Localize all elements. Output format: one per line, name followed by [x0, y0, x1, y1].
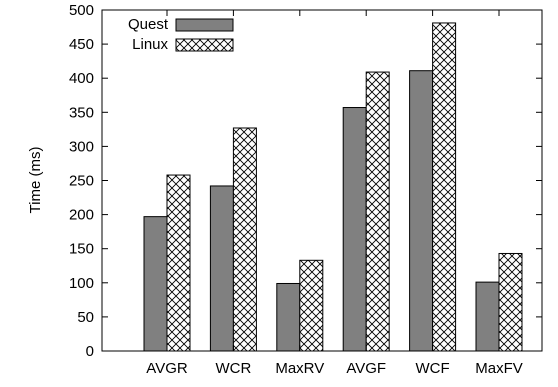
bar-linux-avgf — [365, 71, 390, 352]
legend-swatch-linux — [175, 38, 234, 52]
bar-linux-wcf — [432, 22, 457, 352]
legend-label-linux: Linux — [132, 36, 168, 53]
y-tick-label: 200 — [69, 207, 94, 224]
x-tick-label: AVGR — [146, 360, 188, 377]
y-tick-label: 150 — [69, 241, 94, 258]
x-tick-label: MaxFV — [475, 360, 523, 377]
bar-linux-wcr — [232, 127, 257, 352]
x-tick-label: WCR — [215, 360, 251, 377]
x-tick-label: AVGF — [346, 360, 386, 377]
y-tick-label: 0 — [86, 343, 94, 360]
bar-linux-maxrv — [299, 259, 324, 352]
y-axis-title: Time (ms) — [27, 147, 44, 214]
bar-quest-wcf — [409, 70, 434, 352]
y-tick-label: 100 — [69, 275, 94, 292]
x-axis-labels: AVGR WCR MaxRV AVGF WCF MaxFV — [146, 10, 523, 377]
y-tick-label: 300 — [69, 138, 94, 155]
x-tick-label: WCF — [416, 360, 450, 377]
bar-linux-avgr — [166, 174, 191, 352]
bar-quest-wcr — [209, 185, 234, 352]
bars-group — [143, 22, 523, 352]
y-tick-label: 350 — [69, 104, 94, 121]
y-tick-label: 400 — [69, 70, 94, 87]
bar-quest-maxrv — [276, 282, 301, 352]
legend-swatch-quest — [175, 18, 234, 32]
legend: Quest Linux — [128, 16, 234, 53]
y-tick-label: 250 — [69, 173, 94, 190]
bar-linux-maxfv — [498, 252, 523, 352]
legend-label-quest: Quest — [128, 16, 169, 33]
plot-frame — [101, 9, 543, 352]
bar-quest-avgf — [342, 107, 367, 352]
y-tick-label: 450 — [69, 36, 94, 53]
y-tick-label: 50 — [77, 309, 94, 326]
y-tick-label: 500 — [69, 2, 94, 19]
x-tick-label: MaxRV — [275, 360, 324, 377]
bar-quest-avgr — [143, 216, 168, 352]
bar-quest-maxfv — [475, 281, 500, 352]
y-axis-ticks: 0 50 100 150 200 250 300 350 400 450 500 — [69, 2, 542, 360]
